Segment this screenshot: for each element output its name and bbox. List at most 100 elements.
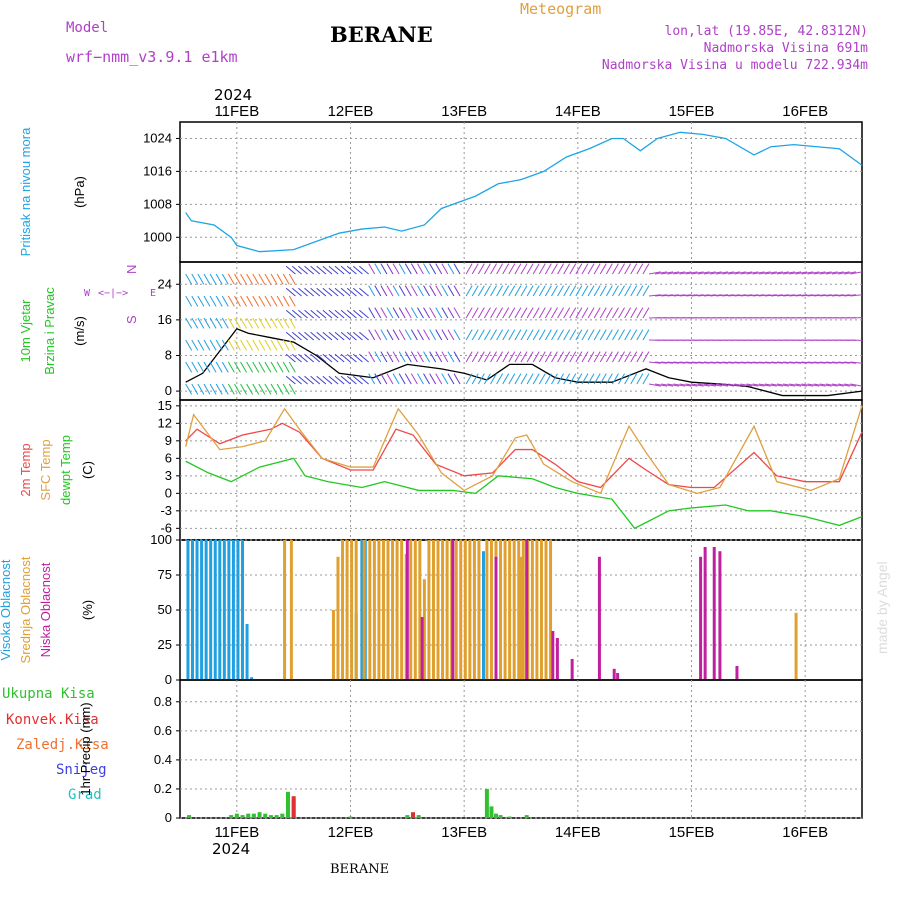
wind-arrow (334, 309, 345, 319)
wind-arrow (691, 383, 704, 387)
wind-arrow (575, 329, 583, 341)
wind-arrow (264, 383, 272, 395)
wind-arrow (417, 351, 424, 363)
wind-arrow (282, 273, 290, 285)
data-bar (187, 815, 192, 818)
wind-arrow (801, 383, 814, 387)
data-bar (405, 540, 409, 680)
wind-arrow (352, 309, 363, 319)
data-bar (229, 815, 234, 818)
data-bar (245, 624, 249, 680)
data-bar (251, 813, 256, 818)
wind-arrow (502, 329, 510, 341)
data-bar (468, 540, 472, 680)
wind-arrow (655, 271, 668, 275)
data-bar (420, 617, 424, 680)
wind-arrow (392, 263, 400, 275)
data-bar (499, 540, 503, 680)
wind-arrow (673, 271, 686, 275)
y-tick-label: 6 (165, 450, 172, 465)
wind-arrow (276, 273, 284, 285)
wind-arrow (221, 339, 229, 351)
wind-arrow (844, 271, 857, 275)
wind-arrow (697, 271, 710, 275)
wind-arrow (304, 353, 315, 363)
wind-arrow (758, 383, 771, 387)
y-tick-label: 1024 (143, 130, 172, 145)
data-bar (539, 540, 543, 680)
wind-arrow (191, 295, 199, 307)
wind-arrow (569, 351, 577, 363)
wind-arrow (807, 294, 820, 297)
wind-arrow (346, 375, 357, 385)
wind-arrow (465, 373, 473, 385)
wind-arrow (770, 294, 783, 297)
wind-arrow (340, 331, 351, 341)
wind-arrow (465, 263, 473, 275)
wind-arrow (795, 383, 808, 387)
data-bar (535, 540, 539, 680)
wind-arrow (310, 375, 321, 385)
wind-arrow (538, 307, 546, 319)
data-bar (236, 540, 240, 680)
wind-arrow (532, 285, 540, 297)
wind-arrow (441, 373, 449, 385)
wind-arrow (246, 317, 254, 329)
wind-arrow (404, 373, 412, 385)
wind-arrow (551, 307, 558, 319)
wind-arrow (716, 361, 729, 364)
wind-arrow (203, 383, 211, 395)
data-bar (241, 540, 245, 680)
data-bar (289, 540, 293, 680)
wind-arrow (526, 263, 534, 275)
wind-arrow (368, 329, 376, 341)
wind-arrow (557, 285, 565, 297)
wind-arrow (465, 285, 473, 297)
wind-arrow (483, 307, 491, 319)
wind-arrow (288, 339, 296, 351)
data-bar (411, 812, 416, 818)
data-bar (413, 540, 417, 680)
data-bar (280, 813, 285, 818)
wind-arrow (258, 361, 266, 373)
y-tick-label: 8 (165, 347, 172, 362)
wind-arrow (328, 375, 339, 385)
wind-arrow (197, 361, 205, 373)
data-bar (544, 540, 548, 680)
data-bar (386, 540, 390, 680)
wind-arrow (581, 351, 589, 363)
data-bar (794, 612, 798, 680)
wind-arrow (551, 373, 558, 385)
panel-ylabel: dewpt Temp (58, 435, 73, 505)
wind-arrow (764, 294, 777, 297)
wind-arrow (544, 351, 552, 363)
wind-arrow (264, 361, 272, 373)
wind-arrow (587, 263, 595, 275)
wind-arrow (410, 307, 418, 319)
x-tick-label-top: 11FEB (214, 103, 259, 120)
wind-arrow (490, 329, 497, 341)
y-tick-label: 0.6 (154, 723, 172, 738)
wind-arrow (441, 263, 449, 275)
wind-arrow (691, 271, 704, 275)
wind-arrow (642, 329, 650, 341)
wind-arrow (429, 373, 437, 385)
y-tick-label: 12 (158, 415, 172, 430)
wind-arrow (770, 383, 783, 387)
wind-arrow (490, 373, 497, 385)
wind-arrow (587, 285, 595, 297)
wind-arrow (740, 361, 753, 364)
wind-arrow (340, 309, 351, 319)
x-tick-label-bottom: 14FEB (555, 824, 601, 841)
wind-arrow (758, 361, 771, 364)
wind-arrow (538, 351, 546, 363)
wind-arrow (709, 271, 722, 275)
data-bar (348, 816, 353, 818)
wind-arrow (703, 271, 716, 275)
wind-arrow (322, 287, 333, 297)
data-bar (616, 673, 620, 680)
wind-arrow (575, 351, 583, 363)
wind-arrow (292, 331, 302, 341)
panel-ylabel: (m/s) (72, 316, 87, 346)
y-tick-label: 1016 (143, 163, 172, 178)
